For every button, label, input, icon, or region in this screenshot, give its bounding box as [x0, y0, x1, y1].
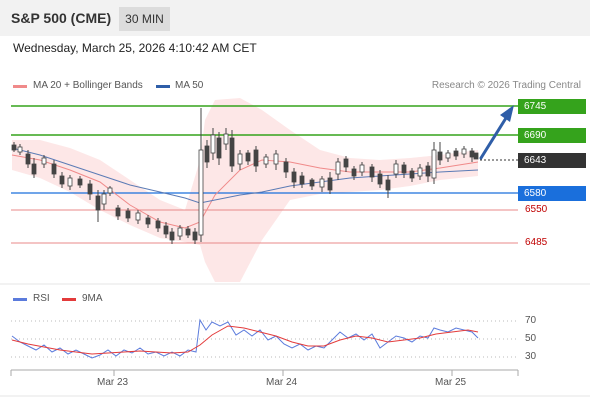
rsi-level-30: 30 — [525, 351, 537, 362]
rsi-ma-legend: 9MA — [82, 293, 103, 304]
timeframe-button[interactable]: 30 MIN — [119, 7, 170, 31]
rsi-swatch — [13, 298, 27, 301]
x-label-mar24: Mar 24 — [266, 377, 298, 388]
rsi-ma-line — [11, 325, 479, 355]
projection-arrow — [479, 116, 508, 160]
level-tag-6745: 6745 — [518, 99, 586, 114]
ma50-swatch — [156, 85, 170, 88]
projection-arrowhead — [500, 105, 514, 122]
ma20-line — [11, 154, 479, 229]
current-price-tag: 6643 — [518, 153, 586, 168]
rsi-legend: RSI — [33, 293, 50, 304]
rsi-level-70: 70 — [525, 315, 537, 326]
level-label-6485: 6485 — [525, 237, 548, 248]
ma20-swatch — [13, 85, 27, 88]
level-tag-6580: 6580 — [518, 186, 586, 201]
rsi-line — [11, 318, 479, 359]
instrument-title: S&P 500 (CME) — [11, 10, 112, 26]
level-label-6550: 6550 — [525, 204, 548, 215]
ma50-line — [11, 147, 479, 204]
level-tag-6690: 6690 — [518, 128, 586, 143]
candle-bodies — [11, 133, 479, 241]
credit-text: Research © 2026 Trading Central — [431, 80, 581, 91]
ma20-legend: MA 20 + Bollinger Bands — [33, 80, 143, 91]
rsi-ma-swatch — [62, 298, 76, 301]
datetime-label: Wednesday, March 25, 2026 4:10:42 AM CET — [13, 41, 257, 55]
x-label-mar25: Mar 25 — [435, 377, 467, 388]
x-label-mar23: Mar 23 — [97, 377, 129, 388]
rsi-level-50: 50 — [525, 333, 537, 344]
bollinger-band — [12, 98, 478, 282]
chart-header: S&P 500 (CME) 30 MIN — [0, 0, 590, 36]
ma50-legend: MA 50 — [175, 80, 204, 91]
